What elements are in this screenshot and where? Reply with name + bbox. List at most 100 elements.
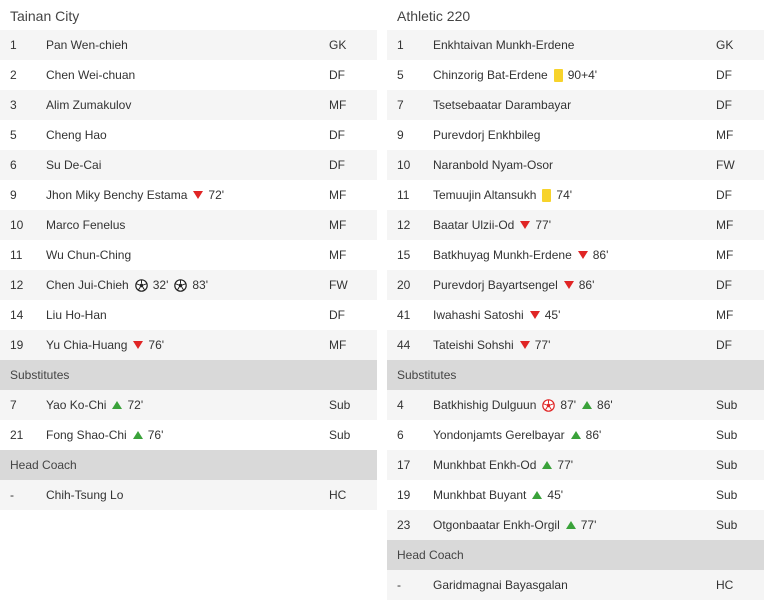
player-name: Su De-Cai <box>46 158 102 172</box>
shirt-number: 10 <box>10 218 24 232</box>
event-minute: 77' <box>580 518 597 532</box>
match-event-sub-on: 45' <box>532 488 563 502</box>
player-position: MF <box>329 338 347 352</box>
event-minute: 86' <box>592 248 609 262</box>
player-name-cell: Baatar Ulzii-Od 77' <box>433 218 716 232</box>
player-row: 10 Marco Fenelus MF <box>0 210 377 240</box>
shirt-number: 9 <box>10 188 17 202</box>
sub-on-icon <box>532 491 543 499</box>
player-position: MF <box>329 218 347 232</box>
player-position: Sub <box>716 428 738 442</box>
player-name: Baatar Ulzii-Od <box>433 218 515 232</box>
player-row: 5 Chinzorig Bat-Erdene 90+4' DF <box>387 60 764 90</box>
sub-off-icon <box>519 341 530 349</box>
match-event-sub-off: 45' <box>529 308 560 322</box>
match-event-own-goal: 87' <box>542 398 576 412</box>
player-row: - Chih-Tsung Lo HC <box>0 480 377 510</box>
match-event-sub-off: 76' <box>133 338 164 352</box>
shirt-number: - <box>397 578 401 592</box>
team-name-away: Athletic 220 <box>387 0 764 30</box>
player-name-cell: Chinzorig Bat-Erdene 90+4' <box>433 68 716 82</box>
sub-on-icon <box>570 431 581 439</box>
shirt-number: 14 <box>10 308 24 322</box>
player-position: Sub <box>716 518 738 532</box>
player-name: Garidmagnai Bayasgalan <box>433 578 568 592</box>
player-row: 12 Baatar Ulzii-Od 77' MF <box>387 210 764 240</box>
event-minute: 90+4' <box>567 68 598 82</box>
player-name: Alim Zumakulov <box>46 98 132 112</box>
player-name: Tateishi Sohshi <box>433 338 514 352</box>
player-position: Sub <box>716 398 738 412</box>
match-event-goal: 32' <box>134 278 168 292</box>
player-name: Jhon Miky Benchy Estama <box>46 188 188 202</box>
player-row: 9 Purevdorj Enkhbileg MF <box>387 120 764 150</box>
player-position: DF <box>716 338 732 352</box>
player-row: 44 Tateishi Sohshi 77' DF <box>387 330 764 360</box>
player-position: MF <box>329 188 347 202</box>
player-name-cell: Purevdorj Bayartsengel 86' <box>433 278 716 292</box>
player-name-cell: Batkhishig Dulguun 87' 86' <box>433 398 716 412</box>
player-row: 7 Yao Ko-Chi 72' Sub <box>0 390 377 420</box>
head-coach-header: Head Coach <box>387 540 764 570</box>
player-position: MF <box>716 128 734 142</box>
event-minute: 77' <box>535 218 551 232</box>
shirt-number: 15 <box>397 248 411 262</box>
player-name: Yao Ko-Chi <box>46 398 107 412</box>
sub-off-icon <box>520 221 531 229</box>
substitutes-list: 7 Yao Ko-Chi 72' Sub 21 Fong Shao-Chi 76' Sub <box>0 390 377 450</box>
substitutes-list: 4 Batkhishig Dulguun 87' 86' Sub 6 Yondonjamts… <box>387 390 764 540</box>
player-position: DF <box>329 308 345 322</box>
shirt-number: 6 <box>10 158 17 172</box>
player-name-cell: Marco Fenelus <box>46 218 329 232</box>
head-coach-header: Head Coach <box>0 450 377 480</box>
event-minute: 86' <box>585 428 602 442</box>
player-name-cell: Pan Wen-chieh <box>46 38 329 52</box>
player-row: 2 Chen Wei-chuan DF <box>0 60 377 90</box>
player-name: Liu Ho-Han <box>46 308 107 322</box>
player-row: 7 Tsetsebaatar Darambayar DF <box>387 90 764 120</box>
match-event-sub-off: 86' <box>563 278 594 292</box>
player-row: 4 Batkhishig Dulguun 87' 86' Sub <box>387 390 764 420</box>
player-name-cell: Fong Shao-Chi 76' <box>46 428 329 442</box>
match-event-sub-on: 72' <box>112 398 143 412</box>
player-name: Wu Chun-Ching <box>46 248 132 262</box>
player-name: Naranbold Nyam-Osor <box>433 158 554 172</box>
match-event-goal: 83' <box>174 278 208 292</box>
shirt-number: 6 <box>397 428 404 442</box>
shirt-number: 21 <box>10 428 24 442</box>
player-name-cell: Purevdorj Enkhbileg <box>433 128 716 142</box>
player-name: Iwahashi Satoshi <box>433 308 524 322</box>
sub-off-icon <box>577 251 588 259</box>
shirt-number: 44 <box>397 338 411 352</box>
event-minute: 72' <box>208 188 225 202</box>
shirt-number: 5 <box>10 128 17 142</box>
sub-off-icon <box>529 311 540 319</box>
shirt-number: 1 <box>397 38 404 52</box>
player-position: DF <box>329 128 345 142</box>
event-minute: 77' <box>557 458 574 472</box>
player-row: 3 Alim Zumakulov MF <box>0 90 377 120</box>
player-row: 11 Wu Chun-Ching MF <box>0 240 377 270</box>
shirt-number: 7 <box>397 98 404 112</box>
player-name-cell: Chen Jui-Chieh 32' 83' <box>46 278 329 292</box>
player-position: FW <box>716 158 735 172</box>
shirt-number: 11 <box>10 248 23 262</box>
player-name-cell: Yondonjamts Gerelbayar 86' <box>433 428 716 442</box>
event-minute: 86' <box>597 398 613 412</box>
player-row: 19 Yu Chia-Huang 76' MF <box>0 330 377 360</box>
player-name: Marco Fenelus <box>46 218 126 232</box>
player-row: 15 Batkhuyag Munkh-Erdene 86' MF <box>387 240 764 270</box>
player-row: 9 Jhon Miky Benchy Estama 72' MF <box>0 180 377 210</box>
player-name-cell: Chih-Tsung Lo <box>46 488 329 502</box>
player-name-cell: Munkhbat Buyant 45' <box>433 488 716 502</box>
match-event-sub-on: 77' <box>565 518 597 532</box>
player-name: Batkhuyag Munkh-Erdene <box>433 248 572 262</box>
event-minute: 76' <box>147 428 164 442</box>
match-event-sub-on: 86' <box>582 398 613 412</box>
starters-list: 1 Enkhtaivan Munkh-Erdene GK 5 Chinzorig Bat… <box>387 30 764 360</box>
player-position: DF <box>716 278 732 292</box>
player-position: MF <box>329 248 347 262</box>
shirt-number: 12 <box>10 278 24 292</box>
sub-on-icon <box>132 431 143 439</box>
starters-list: 1 Pan Wen-chieh GK 2 Chen Wei-chuan DF 3 Alim Z… <box>0 30 377 360</box>
